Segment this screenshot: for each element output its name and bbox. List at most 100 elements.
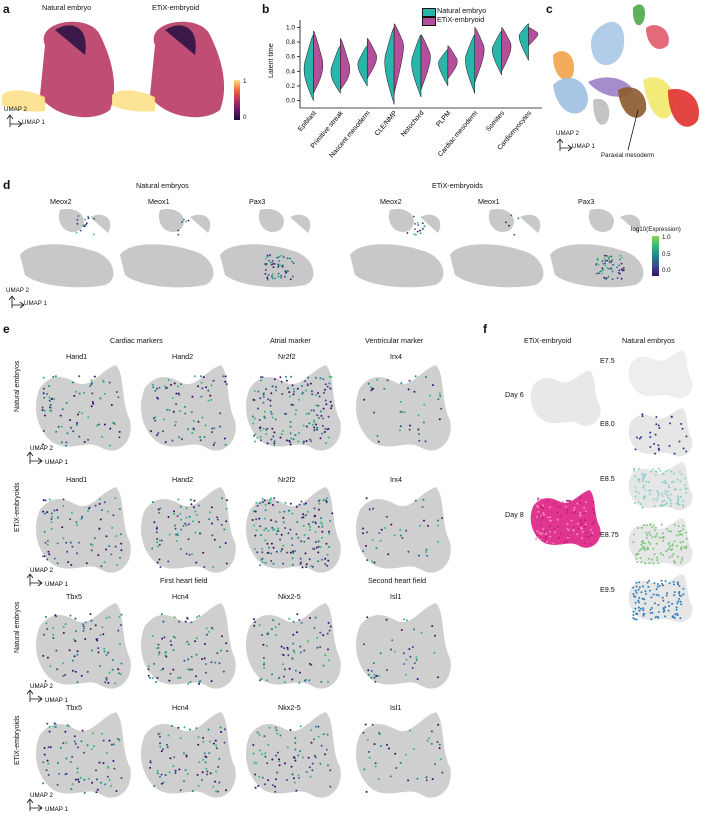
panel-e-gene-hand2-etix: Hand2 [172,475,194,484]
expression-dot [635,591,638,594]
expression-dot [536,534,539,537]
expression-dot [315,423,318,426]
expression-dot [649,589,651,592]
expression-dot [597,263,600,266]
umap2-label: UMAP 2 [30,567,53,574]
y-tick-label: 0.6 [286,54,295,61]
expression-dot [202,758,205,761]
expression-dot [637,501,640,504]
expression-dot [566,536,569,539]
expression-dot [199,439,202,442]
expression-dot [304,552,307,555]
expression-dot [319,377,322,380]
violin-natural [411,34,422,98]
expression-dot [156,396,159,399]
expression-dot [666,592,669,595]
expression-dot [277,256,280,259]
expression-dot [75,778,77,781]
expression-dot [610,261,612,263]
expression-dot [272,273,274,276]
expression-dot [314,756,317,759]
expression-dot [101,732,103,735]
expression-dot [317,540,320,543]
panel-e-gene-irx4-etix: Irx4 [390,475,402,484]
expression-dot [330,404,333,407]
expression-dot [80,517,83,520]
expression-dot [590,534,593,537]
expression-dot [81,515,84,518]
expression-dot [268,546,270,549]
expression-dot [110,553,113,556]
expression-dot [318,395,321,398]
expression-dot [179,505,182,508]
expression-dot [664,606,667,608]
expression-dot [254,433,257,436]
expression-dot [203,436,206,438]
expression-dot [316,426,319,429]
expression-dot [225,642,228,645]
expression-dot [261,501,264,504]
expression-dot [272,619,275,622]
expression-dot [682,447,685,450]
expression-dot [661,481,664,484]
expression-dot [166,386,168,389]
expression-dot [604,278,607,281]
expression-dot [363,768,366,771]
expression-dot [225,383,228,386]
expression-dot [579,502,582,504]
expression-dot [273,440,276,443]
expression-dot [269,261,272,264]
expression-dot [256,551,259,554]
expression-dot [113,767,116,770]
expression-dot [373,561,376,564]
expression-dot [559,532,562,535]
expression-dot [76,746,79,749]
expression-dot [160,539,163,542]
expression-dot [41,443,44,446]
expression-dot [652,498,655,501]
expression-dot [116,564,119,566]
expression-dot [160,750,163,753]
expression-dot [668,542,670,545]
expression-dot [379,745,382,747]
expression-dot [271,427,274,430]
expression-dot [667,469,670,472]
expression-dot [90,383,93,386]
expression-dot [662,584,665,587]
expression-dot [174,769,177,772]
expression-dot [271,416,274,419]
expression-dot [647,557,650,560]
expression-dot [537,497,540,500]
expression-dot [668,530,670,533]
expression-dot [149,759,152,762]
expression-dot [378,675,380,678]
expression-dot [264,561,267,564]
expression-dot [313,754,316,757]
expression-dot [198,521,200,523]
expression-dot [644,602,647,605]
cluster-orange [553,51,574,80]
expression-dot [260,534,262,537]
expression-dot [256,731,259,734]
umap-natural-stage-1 [628,350,693,399]
panel-d-colorbar-title: log10(Expression) [631,226,681,233]
expression-dot [64,730,67,733]
expression-dot [71,659,74,662]
expression-dot [176,534,179,537]
expression-dot [671,548,674,551]
expression-dot [536,530,539,533]
expression-dot [184,620,187,623]
expression-dot [76,552,78,555]
expression-dot [93,375,96,378]
expression-dot [151,383,154,386]
expression-dot [641,472,644,475]
expression-dot [160,613,163,616]
expression-dot [173,616,176,619]
expression-dot [405,619,408,622]
expression-dot [649,608,652,611]
expression-dot [307,756,310,759]
expression-dot [184,405,186,408]
expression-dot [273,528,276,531]
expression-dot [253,761,256,764]
expression-dot [73,655,76,658]
